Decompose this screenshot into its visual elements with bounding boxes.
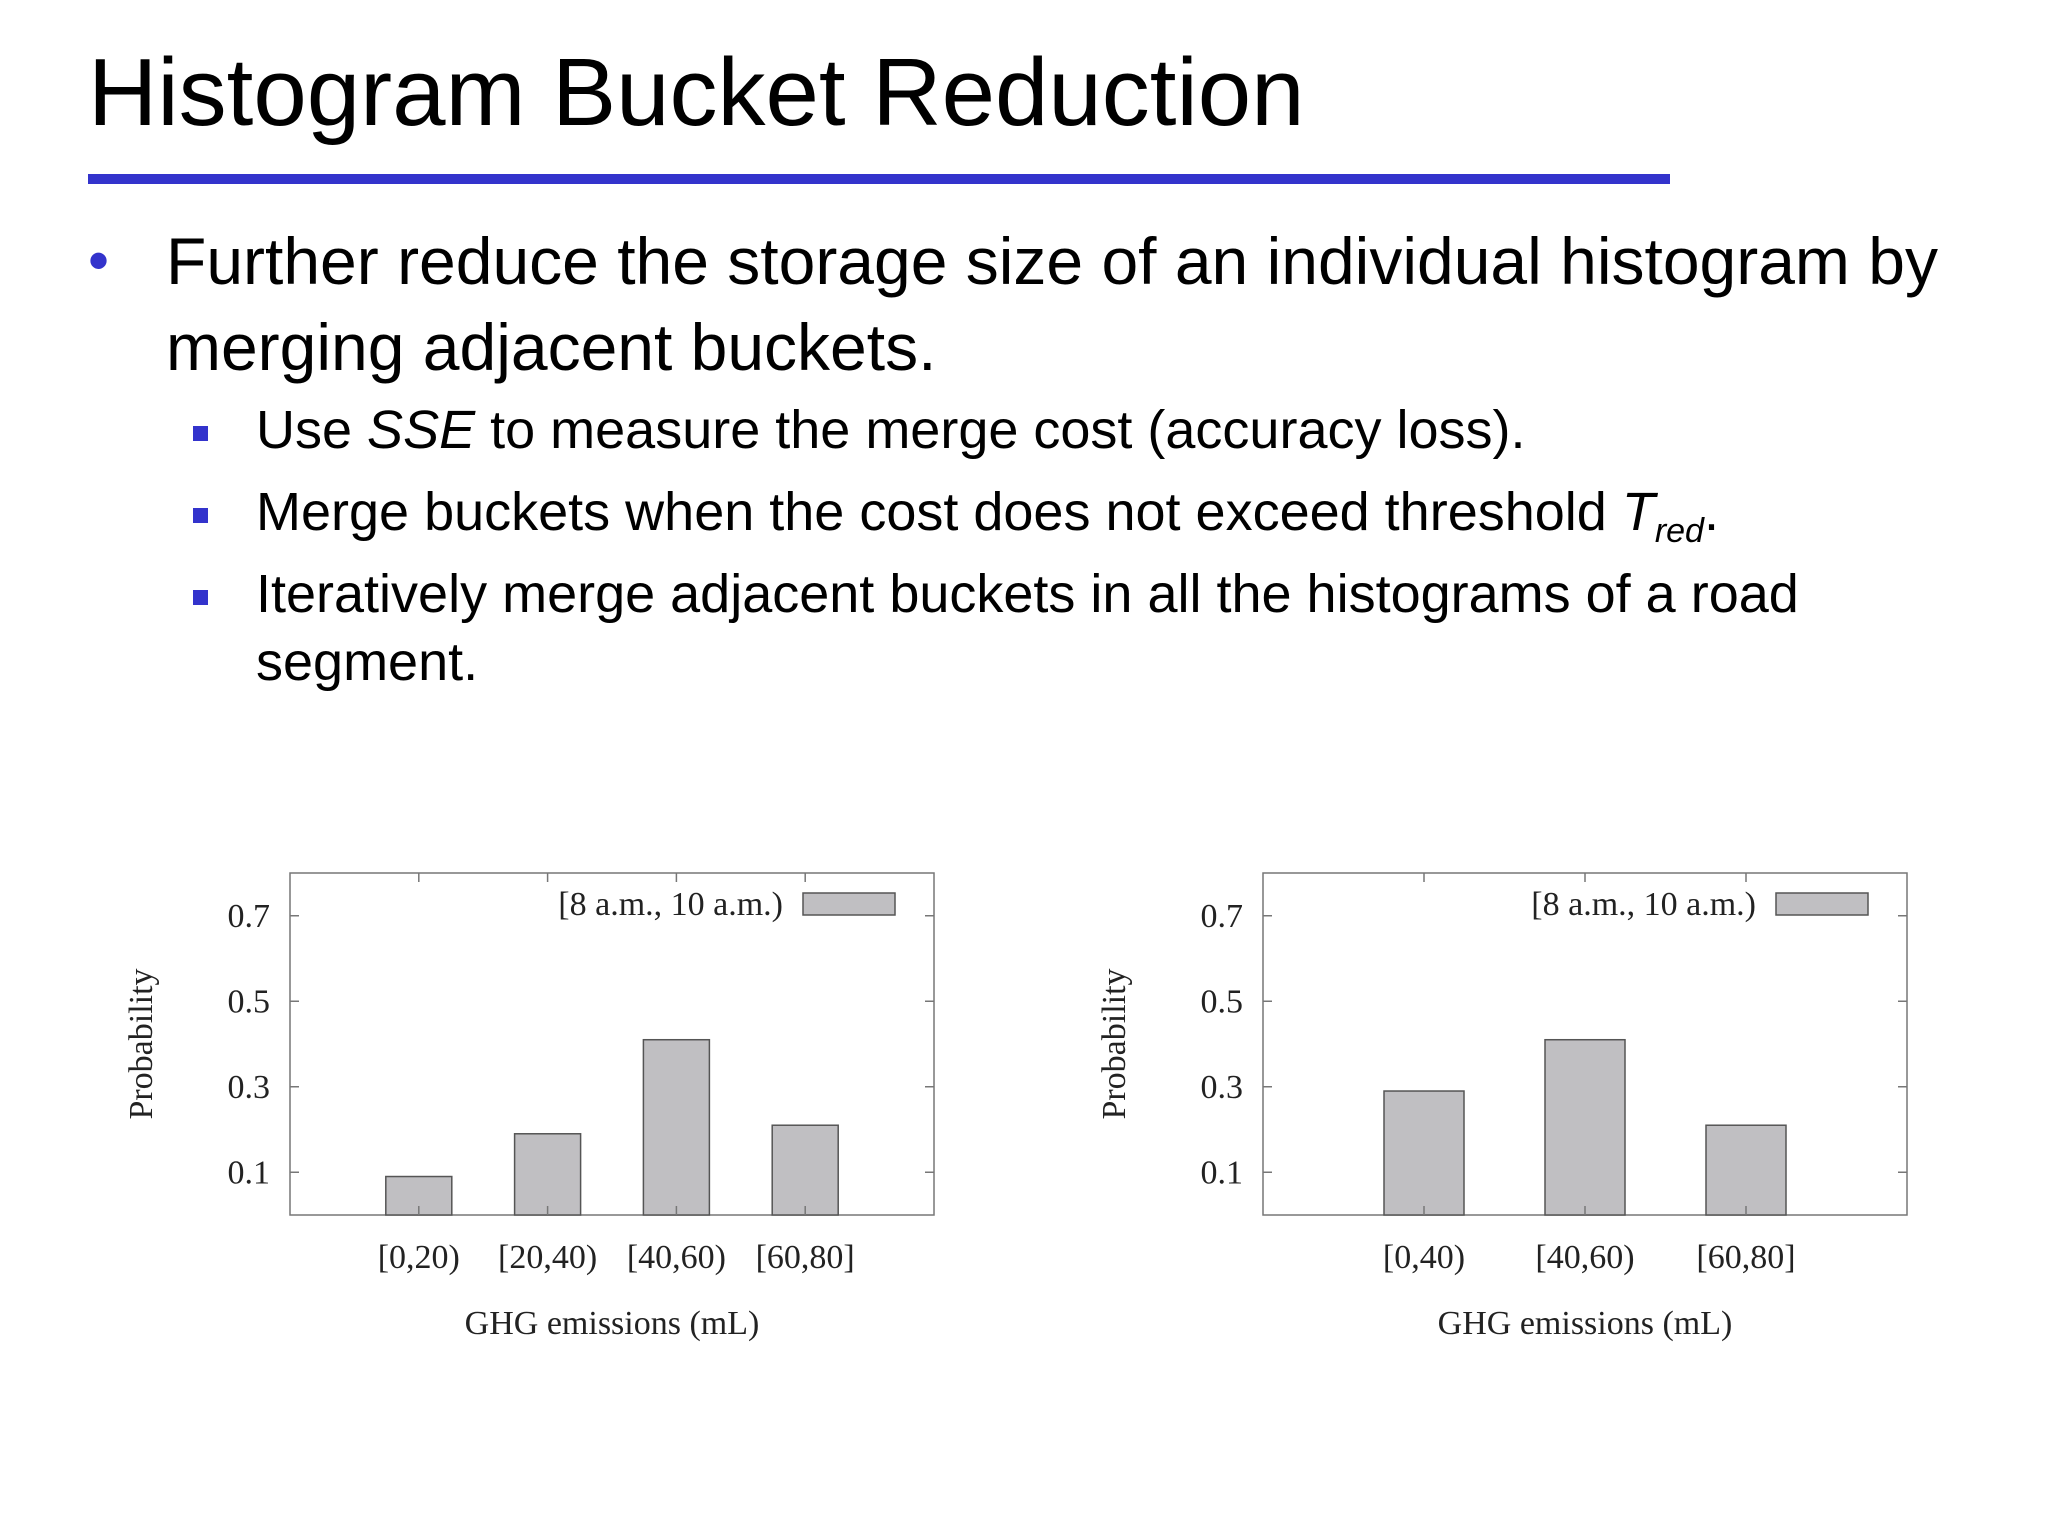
y-axis-label: Probability bbox=[1096, 968, 1133, 1119]
x-tick-label: [0,20) bbox=[378, 1239, 460, 1276]
x-axis-label: GHG emissions (mL) bbox=[1438, 1305, 1733, 1342]
x-tick-label: [60,80] bbox=[1696, 1239, 1795, 1276]
y-tick-label: 0.5 bbox=[1201, 983, 1244, 1020]
bar bbox=[642, 1038, 711, 1216]
y-tick-label: 0.7 bbox=[228, 898, 271, 935]
x-tick-label: [40,60) bbox=[627, 1239, 726, 1276]
histogram-original-chart: 0.1 0.3 0.5 0.7 [0,20) [20,40) [40,60) [60,80] [… bbox=[123, 872, 935, 1342]
y-tick-label: 0.3 bbox=[1201, 1069, 1244, 1106]
bar bbox=[1705, 1124, 1787, 1216]
bar bbox=[771, 1124, 839, 1216]
bullet-main-text: Further reduce the storage size of an in… bbox=[166, 224, 1938, 384]
legend-swatch bbox=[1775, 892, 1869, 916]
y-tick-label: 0.3 bbox=[228, 1069, 271, 1106]
y-tick-label: 0.1 bbox=[228, 1154, 271, 1191]
plot-frame bbox=[289, 872, 935, 1216]
y-tick-label: 0.1 bbox=[1201, 1154, 1244, 1191]
legend-label: [8 a.m., 10 a.m.) bbox=[1531, 886, 1756, 923]
legend-label: [8 a.m., 10 a.m.) bbox=[558, 886, 783, 923]
y-axis-label: Probability bbox=[123, 968, 160, 1119]
histogram-merged-chart: 0.1 0.3 0.5 0.7 [0,40) [40,60) [60,80] [8 a.m.,… bbox=[1096, 872, 1908, 1342]
title-underline bbox=[88, 174, 1670, 184]
square-bullet-icon bbox=[193, 590, 208, 605]
bullet-dot-icon: • bbox=[88, 227, 110, 294]
x-tick-label: [20,40) bbox=[498, 1239, 597, 1276]
x-axis-label: GHG emissions (mL) bbox=[465, 1305, 760, 1342]
bar bbox=[1544, 1038, 1626, 1216]
square-bullet-icon bbox=[193, 508, 208, 523]
sub-bullet-text: Iteratively merge adjacent buckets in al… bbox=[256, 564, 1799, 692]
square-bullet-icon bbox=[193, 426, 208, 441]
y-tick-label: 0.7 bbox=[1201, 898, 1244, 935]
legend-swatch bbox=[802, 892, 896, 916]
slide-title: Histogram Bucket Reduction bbox=[88, 39, 1305, 146]
x-tick-label: [60,80] bbox=[756, 1239, 855, 1276]
bar bbox=[513, 1133, 582, 1216]
sub-bullet-text: Merge buckets when the cost does not exc… bbox=[256, 482, 1719, 550]
y-tick-label: 0.5 bbox=[228, 983, 271, 1020]
x-tick-label: [0,40) bbox=[1383, 1239, 1465, 1276]
x-tick-label: [40,60) bbox=[1535, 1239, 1634, 1276]
sub-bullet-text: Use SSE to measure the merge cost (accur… bbox=[256, 400, 1526, 460]
bar bbox=[1383, 1090, 1465, 1216]
